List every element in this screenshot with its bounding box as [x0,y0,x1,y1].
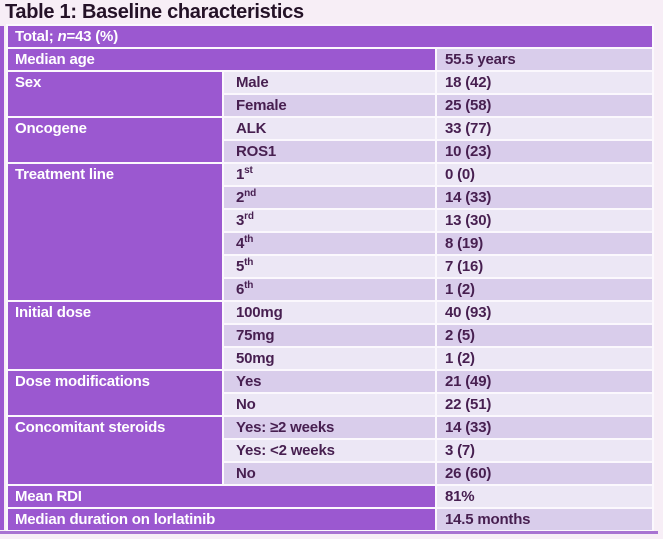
value-cell: 14.5 months [437,509,652,530]
table-row: 6th 1 (2) [8,279,652,300]
subcategory-cell: 75mg [224,325,435,346]
value-cell: 0 (0) [437,164,652,185]
value-cell: 81% [437,486,652,507]
table-row: 4th 8 (19) [8,233,652,254]
subcategory-cell: ALK [224,118,435,139]
subcategory-cell: 2nd [224,187,435,208]
value-cell: 8 (19) [437,233,652,254]
value-cell: 55.5 years [437,49,652,70]
table-row: Yes: <2 weeks 3 (7) [8,440,652,461]
table-header-row: Total; n=43 (%) [8,26,652,47]
table-row: Sex Male 18 (42) [8,72,652,116]
table-row: No 22 (51) [8,394,652,415]
subcategory-cell: Yes: ≥2 weeks [224,417,435,438]
subcategory-cell: Yes: <2 weeks [224,440,435,461]
category-cell: Oncogene [8,118,222,162]
total-header-n: n [57,28,67,45]
table-row: ROS1 10 (23) [8,141,652,162]
value-cell: 26 (60) [437,463,652,484]
category-cell: Initial dose [8,302,222,369]
value-cell: 22 (51) [437,394,652,415]
value-cell: 40 (93) [437,302,652,323]
table-row: Oncogene ALK 33 (77) [8,118,652,162]
table-row: Female 25 (58) [8,95,652,116]
table-bottom-border [0,531,658,534]
value-cell: 7 (16) [437,256,652,277]
subcategory-cell: ROS1 [224,141,435,162]
value-cell: 13 (30) [437,210,652,231]
subcategory-cell: No [224,463,435,484]
total-header-pre: Total; [15,28,58,45]
table-row: Mean RDI 81% [8,486,652,507]
subcategory-cell: 3rd [224,210,435,231]
table-row: 3rd 13 (30) [8,210,652,231]
subcategory-cell: 4th [224,233,435,254]
category-cell: Sex [8,72,222,116]
value-cell: 1 (2) [437,348,652,369]
value-cell: 3 (7) [437,440,652,461]
table-row: Dose modifications Yes 21 (49) [8,371,652,415]
value-cell: 18 (42) [437,72,652,93]
baseline-characteristics-table: Total; n=43 (%) Median age 55.5 years Sex M… [6,24,654,532]
subcategory-cell: 50mg [224,348,435,369]
table-row: Treatment line 1st 0 (0) [8,164,652,300]
subcategory-cell: 5th [224,256,435,277]
category-cell: Dose modifications [8,371,222,415]
table-row: Initial dose 100mg 40 (93) [8,302,652,369]
table-row: Median age 55.5 years [8,49,652,70]
category-cell: Treatment line [8,164,222,300]
table-row: 2nd 14 (33) [8,187,652,208]
value-cell: 33 (77) [437,118,652,139]
value-cell: 14 (33) [437,187,652,208]
subcategory-cell: 6th [224,279,435,300]
total-header-cell: Total; n=43 (%) [8,26,652,47]
category-cell: Median duration on lorlatinib [8,509,435,530]
value-cell: 25 (58) [437,95,652,116]
subcategory-cell: 1st [224,164,435,185]
value-cell: 2 (5) [437,325,652,346]
table-row: No 26 (60) [8,463,652,484]
value-cell: 14 (33) [437,417,652,438]
baseline-table-body: Total; n=43 (%) Median age 55.5 years Sex M… [8,26,652,530]
value-cell: 21 (49) [437,371,652,392]
table-row: 5th 7 (16) [8,256,652,277]
subcategory-cell: Female [224,95,435,116]
value-cell: 10 (23) [437,141,652,162]
category-cell: Mean RDI [8,486,435,507]
page-title: Table 1: Baseline characteristics [5,1,304,23]
subcategory-cell: 100mg [224,302,435,323]
table-row: Concomitant steroids Yes: ≥2 weeks 14 (33) [8,417,652,484]
category-cell: Median age [8,49,435,70]
subcategory-cell: Male [224,72,435,93]
total-header-post: =43 (%) [66,28,118,45]
table-row: 75mg 2 (5) [8,325,652,346]
table-left-border [0,26,4,530]
table-row: Median duration on lorlatinib 14.5 months [8,509,652,530]
value-cell: 1 (2) [437,279,652,300]
table-row: 50mg 1 (2) [8,348,652,369]
subcategory-cell: No [224,394,435,415]
category-cell: Concomitant steroids [8,417,222,484]
subcategory-cell: Yes [224,371,435,392]
